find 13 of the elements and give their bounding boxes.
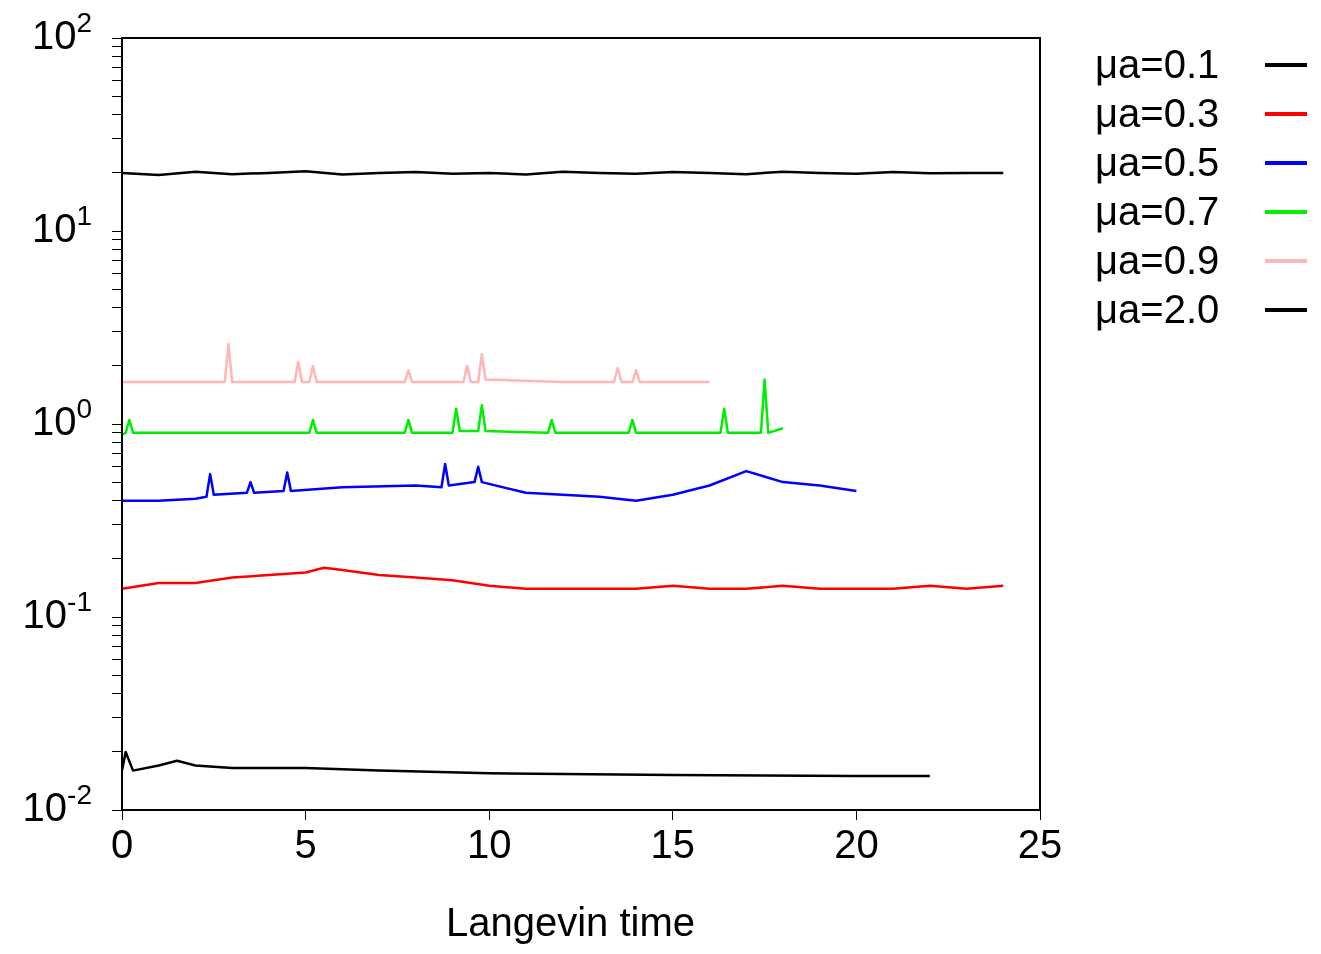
x-tick-label: 10 xyxy=(466,822,512,867)
legend-label: μa=0.9 xyxy=(1095,237,1221,284)
x-tick-label: 20 xyxy=(834,822,879,867)
x-tick-label: 5 xyxy=(294,822,317,867)
legend-label: μa=0.7 xyxy=(1095,188,1221,235)
x-tick-label: 15 xyxy=(650,822,696,867)
legend-label: μa=0.5 xyxy=(1095,139,1221,186)
x-axis-title: Langevin time xyxy=(444,900,696,945)
legend-label: μa=0.1 xyxy=(1095,41,1221,88)
x-tick-label: 25 xyxy=(1017,822,1063,867)
legend-label: μa=0.3 xyxy=(1095,90,1221,137)
legend-label: μa=2.0 xyxy=(1095,286,1221,333)
x-tick-label: 0 xyxy=(110,822,134,867)
